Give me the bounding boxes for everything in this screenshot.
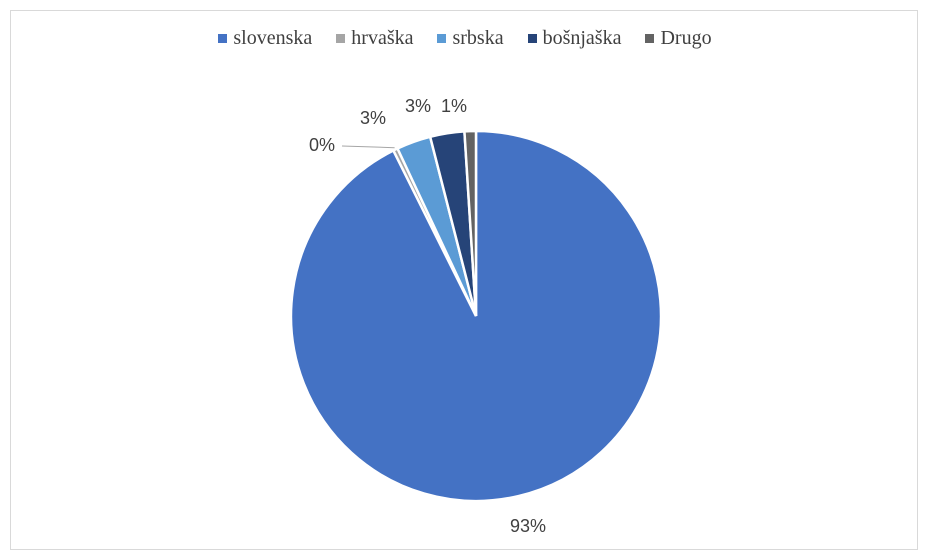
data-labels: 93% 0% 3% 3% 1%: [309, 96, 546, 536]
legend-label: slovenska: [233, 27, 313, 49]
pie-slices: [289, 129, 663, 503]
legend-swatch: [437, 34, 447, 43]
leader-lines: [341, 145, 395, 149]
legend-item-srbska: srbska: [437, 27, 504, 50]
data-label-drugo: 1%: [441, 96, 467, 116]
legend: slovenska hrvaška srbska bošnjaška Drugo: [0, 27, 930, 50]
legend-label: srbska: [452, 27, 504, 49]
legend-swatch: [336, 34, 346, 43]
legend-item-bosnjaska: bošnjaška: [527, 27, 622, 50]
leader-line-hrvaska: [341, 145, 395, 149]
data-label-bosnjaska: 3%: [405, 96, 431, 116]
legend-item-drugo: Drugo: [645, 27, 712, 50]
data-label-hrvaska: 0%: [309, 135, 335, 155]
legend-item-slovenska: slovenska: [218, 27, 312, 50]
legend-swatch: [527, 34, 537, 43]
legend-label: hrvaška: [351, 27, 414, 49]
data-label-srbska: 3%: [360, 108, 386, 128]
legend-swatch: [645, 34, 655, 43]
legend-swatch: [218, 34, 228, 43]
data-label-slovenska: 93%: [510, 516, 546, 536]
legend-item-hrvaska: hrvaška: [336, 27, 413, 50]
legend-label: Drugo: [660, 27, 712, 49]
pie-slice-drugo: [463, 129, 478, 317]
legend-label: bošnjaška: [542, 27, 622, 49]
